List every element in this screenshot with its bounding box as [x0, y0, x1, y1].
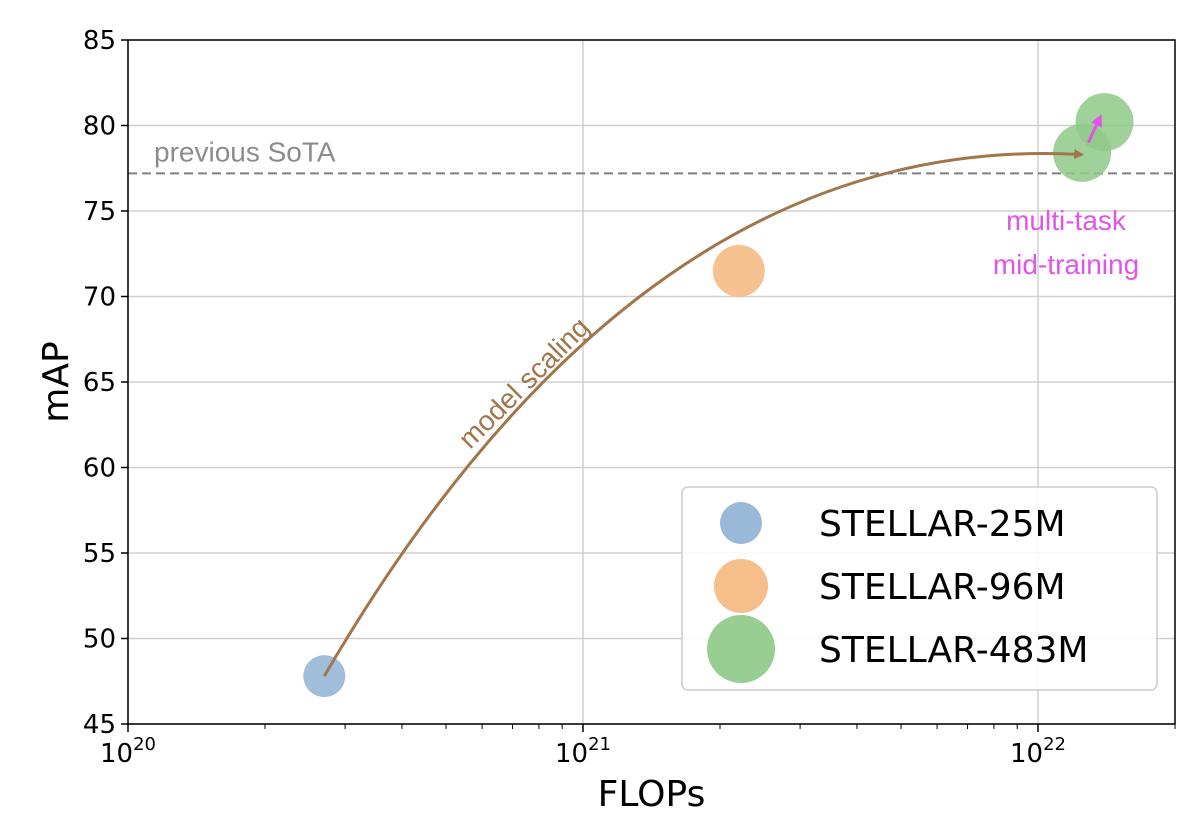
y-axis-label: mAP [36, 341, 77, 422]
y-tick-label: 65 [83, 368, 116, 398]
x-tick-labels: 1020 1021 1022 [100, 724, 1066, 769]
legend-label: STELLAR-25M [819, 504, 1066, 545]
y-tick-label: 50 [83, 625, 116, 655]
y-tick-labels: 45 50 55 60 65 70 75 80 85 [83, 26, 128, 740]
model-scaling-arrow [322, 149, 1085, 677]
x-tick-label: 1020 [100, 734, 156, 769]
multi-task-label-line1: multi-task [1006, 205, 1127, 236]
legend-box [681, 486, 1158, 691]
legend-marker [714, 559, 768, 613]
multi-task-label-line2: mid-training [993, 249, 1139, 280]
y-tick-label: 80 [83, 112, 116, 142]
multi-task-arrow [1086, 114, 1102, 144]
data-point-stellar-96m [712, 244, 765, 297]
x-tick-label: 1021 [555, 734, 611, 769]
y-tick-label: 85 [83, 26, 116, 56]
legend-label: STELLAR-96M [819, 567, 1066, 608]
data-point-stellar-483m [1075, 93, 1134, 152]
plot-frame [127, 39, 1176, 725]
y-tick-label: 45 [83, 710, 116, 740]
y-tick-label: 75 [83, 197, 116, 227]
legend: STELLAR-25M STELLAR-96M STELLAR-483M [681, 486, 1158, 691]
previous-sota-label: previous SoTA [154, 136, 336, 167]
legend-marker [707, 615, 775, 683]
y-tick-label: 60 [83, 454, 116, 484]
y-tick-label: 55 [83, 539, 116, 569]
model-scaling-label: model scaling [452, 311, 595, 454]
minor-ticks [264, 724, 1176, 729]
legend-label: STELLAR-483M [819, 630, 1088, 671]
x-tick-label: 1022 [1010, 734, 1066, 769]
legend-marker [720, 502, 762, 544]
x-axis-label: FLOPs [598, 774, 706, 815]
y-tick-label: 70 [83, 283, 116, 313]
